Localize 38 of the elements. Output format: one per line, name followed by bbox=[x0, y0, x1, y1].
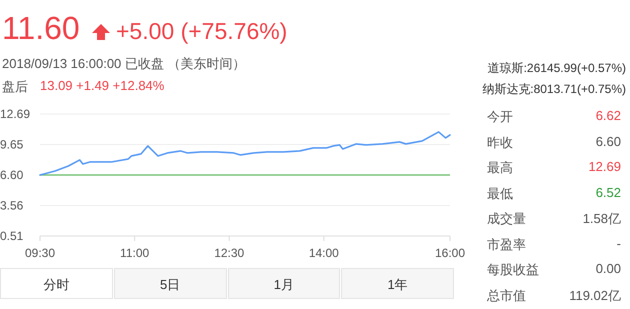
category-label: 市盈率 bbox=[487, 236, 526, 254]
category-label: 5日 bbox=[159, 276, 182, 294]
category-label: 1年 bbox=[386, 276, 409, 294]
text: - bbox=[616, 236, 621, 250]
category-label: 1月 bbox=[272, 276, 295, 294]
text: 11.60 bbox=[2, 10, 80, 47]
text: 119.02亿 bbox=[569, 286, 621, 304]
x-tick-label: 11:00 bbox=[120, 246, 150, 260]
text: +5.00 (+75.76%) bbox=[116, 18, 288, 45]
text: 13.09 +1.49 +12.84% bbox=[40, 78, 164, 93]
category-label: 昨收 bbox=[487, 134, 513, 152]
x-tick-label: 09:30 bbox=[24, 246, 56, 260]
text: 2018/09/13 16:00:00 已收盘 （美东时间） bbox=[2, 55, 246, 73]
text: 纳斯达克:8013.71(+0.75%) bbox=[482, 81, 626, 98]
y-tick-label: 9.65 bbox=[0, 137, 24, 152]
x-tick-label: 14:00 bbox=[308, 246, 340, 260]
y-tick-label: 6.60 bbox=[0, 168, 24, 182]
y-tick-label: 3.56 bbox=[0, 198, 24, 212]
category-label: 分时 bbox=[42, 276, 70, 294]
category-label: 每股收益 bbox=[487, 261, 539, 279]
text: 盘后 bbox=[2, 78, 28, 96]
category-label: 今开 bbox=[487, 108, 513, 126]
text: 道琼斯:26145.99(+0.57%) bbox=[488, 60, 626, 77]
category-label: 最高 bbox=[487, 159, 513, 177]
x-tick-label: 16:00 bbox=[434, 246, 466, 260]
category-label: 最低 bbox=[487, 184, 513, 202]
text: 12.69 bbox=[588, 159, 621, 174]
text: 0.00 bbox=[596, 261, 621, 276]
text: 6.60 bbox=[596, 134, 621, 148]
line-series bbox=[39, 131, 451, 176]
y-tick-label: 12.69 bbox=[0, 107, 30, 121]
category-label: 成交量 bbox=[487, 210, 526, 228]
text: 6.62 bbox=[596, 108, 621, 123]
text: 1.58亿 bbox=[582, 210, 621, 228]
text: 6.52 bbox=[596, 184, 621, 200]
category-label: 总市值 bbox=[487, 286, 526, 304]
x-tick-label: 12:30 bbox=[214, 246, 245, 260]
y-tick-label: 0.51 bbox=[0, 229, 24, 243]
